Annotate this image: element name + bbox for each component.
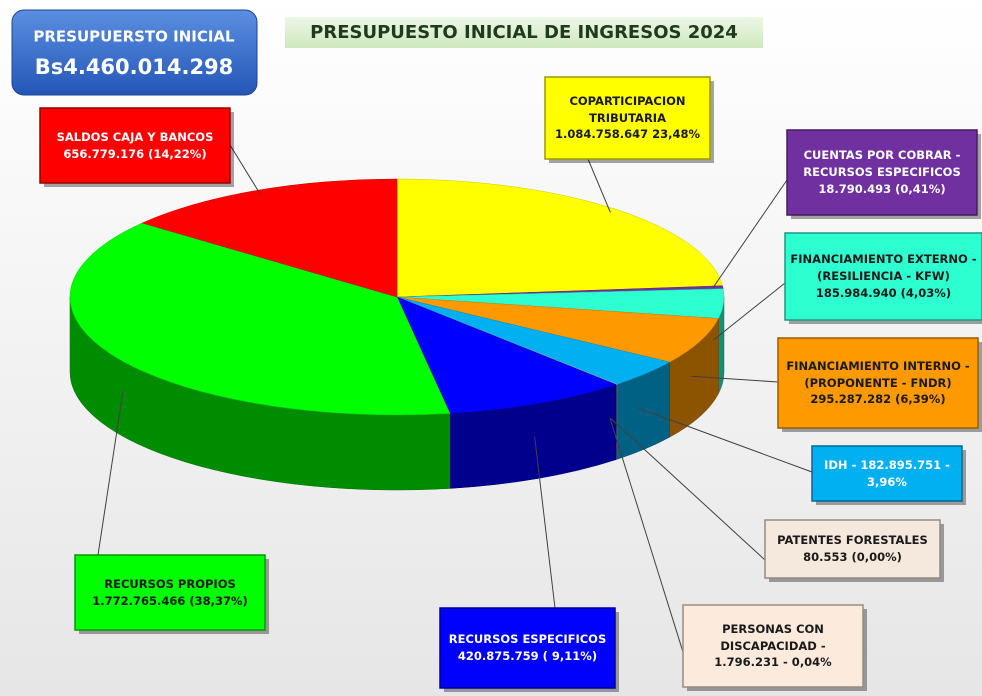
label-text: IDH - 182.895.751 - 3,96%	[812, 446, 962, 501]
label-lines: SALDOS CAJA Y BANCOS 656.779.176 (14,22%…	[44, 129, 226, 162]
category-label: CUENTAS POR COBRAR - RECURSOS ESPECIFICO…	[803, 148, 961, 180]
label-text: SALDOS CAJA Y BANCOS 656.779.176 (14,22%…	[40, 108, 230, 183]
label-lines: PATENTES FORESTALES 80.553 (0,00%)	[769, 532, 936, 565]
label-text: COPARTICIPACION TRIBUTARIA 1.084.758.647…	[545, 77, 710, 159]
header-label: PRESUPUERSTO INICIAL	[33, 28, 235, 46]
category-label: SALDOS CAJA Y BANCOS	[56, 129, 214, 144]
value-label: 18.790.493 (0,41%)	[818, 181, 946, 196]
slice	[141, 178, 398, 298]
category-label: IDH	[824, 457, 848, 472]
label-text: PERSONAS CON DISCAPACIDAD - 1.796.231 - …	[683, 605, 863, 687]
value-label: - 1.796.231 - 0,04%	[714, 638, 832, 670]
label-content: SALDOS CAJA Y BANCOS 656.779.176 (14,22%…	[40, 108, 230, 183]
label-text: CUENTAS POR COBRAR - RECURSOS ESPECIFICO…	[787, 130, 977, 215]
value-label: 185.984.940 (4,03%)	[815, 285, 952, 300]
label-text: RECURSOS PROPIOS 1.772.765.466 (38,37%)	[75, 555, 265, 630]
leader-line	[712, 179, 788, 288]
label-content: RECURSOS PROPIOS 1.772.765.466 (38,37%)	[75, 555, 265, 630]
category-label: PERSONAS CON DISCAPACIDAD	[720, 621, 824, 653]
label-lines: COPARTICIPACION TRIBUTARIA 1.084.758.647…	[549, 93, 706, 143]
category-label: FINANCIAMIENTO INTERNO - (PROPONENTE - F…	[786, 358, 970, 390]
label-box	[811, 445, 963, 502]
label-lines: RECURSOS ESPECIFICOS 420.875.759 ( 9,11%…	[444, 631, 611, 664]
slice	[396, 296, 618, 414]
leader-line	[637, 407, 813, 473]
label-content: IDH - 182.895.751 - 3,96%	[812, 446, 962, 501]
label-lines: IDH - 182.895.751 - 3,96%	[816, 457, 958, 490]
label-content: FINANCIAMIENTO INTERNO - (PROPONENTE - F…	[778, 338, 978, 428]
label-lines: FINANCIAMIENTO EXTERNO - (RESILIENCIA - …	[789, 251, 978, 301]
value-label: - 182.895.751 - 3,96%	[851, 457, 950, 489]
category-label: RECURSOS ESPECIFICOS	[448, 632, 607, 647]
label-box	[777, 337, 979, 429]
leader-line	[587, 158, 611, 213]
label-box	[682, 604, 864, 688]
label-content: FINANCIAMIENTO EXTERNO - (RESILIENCIA - …	[785, 233, 982, 320]
label-text: PATENTES FORESTALES 80.553 (0,00%)	[765, 520, 940, 578]
label-text: RECURSOS ESPECIFICOS 420.875.759 ( 9,11%…	[440, 608, 615, 688]
slice	[396, 178, 723, 298]
label-text: FINANCIAMIENTO INTERNO - (PROPONENTE - F…	[778, 338, 978, 428]
pie	[69, 178, 725, 491]
leader-line	[691, 375, 779, 383]
leader-line	[229, 144, 261, 195]
title-box	[285, 17, 763, 48]
label-lines: FINANCIAMIENTO INTERNO - (PROPONENTE - F…	[782, 358, 974, 408]
label-text: FINANCIAMIENTO EXTERNO - (RESILIENCIA - …	[785, 233, 982, 320]
value-label: 1.772.765.466 (38,37%)	[92, 593, 248, 608]
label-content: PATENTES FORESTALES 80.553 (0,00%)	[765, 520, 940, 578]
chart-title: PRESUPUESTO INICIAL DE INGRESOS 2024	[310, 22, 738, 43]
leader-line	[609, 418, 684, 653]
label-lines: PERSONAS CON DISCAPACIDAD - 1.796.231 - …	[687, 621, 859, 671]
category-label: COPARTICIPACION TRIBUTARIA	[569, 93, 686, 125]
label-box	[764, 519, 941, 579]
label-content: CUENTAS POR COBRAR - RECURSOS ESPECIFICO…	[787, 130, 977, 215]
slice	[69, 222, 451, 416]
header-box	[11, 9, 258, 96]
category-label: FINANCIAMIENTO EXTERNO - (RESILIENCIA - …	[790, 252, 977, 284]
label-box	[784, 232, 982, 321]
header-total: Bs4.460.014.298	[35, 55, 234, 79]
label-box	[786, 129, 978, 216]
slice	[396, 296, 719, 363]
label-box	[544, 76, 711, 160]
label-box	[74, 554, 266, 631]
label-content: RECURSOS ESPECIFICOS 420.875.759 ( 9,11%…	[440, 608, 615, 688]
label-box	[439, 607, 616, 689]
label-lines: CUENTAS POR COBRAR - RECURSOS ESPECIFICO…	[791, 147, 973, 197]
value-label: 420.875.759 ( 9,11%)	[457, 649, 598, 663]
leader-line	[713, 282, 786, 341]
label-content: PERSONAS CON DISCAPACIDAD - 1.796.231 - …	[683, 605, 863, 687]
leader-line	[609, 417, 766, 561]
label-lines: RECURSOS PROPIOS 1.772.765.466 (38,37%)	[79, 576, 261, 609]
label-box	[39, 107, 231, 184]
value-label: 1.084.758.647 23,48%	[554, 127, 701, 142]
value-label: 295.287.282 (6,39%)	[810, 392, 946, 407]
label-content: COPARTICIPACION TRIBUTARIA 1.084.758.647…	[545, 77, 710, 159]
category-label: RECURSOS PROPIOS	[104, 576, 236, 591]
leader-line	[97, 390, 124, 556]
labels: COPARTICIPACION TRIBUTARIA 1.084.758.647…	[39, 76, 982, 692]
leader-line	[534, 436, 556, 609]
value-label: 656.779.176 (14,22%)	[63, 146, 207, 161]
value-label: 80.553 (0,00%)	[803, 550, 902, 564]
category-label: PATENTES FORESTALES	[777, 533, 928, 548]
